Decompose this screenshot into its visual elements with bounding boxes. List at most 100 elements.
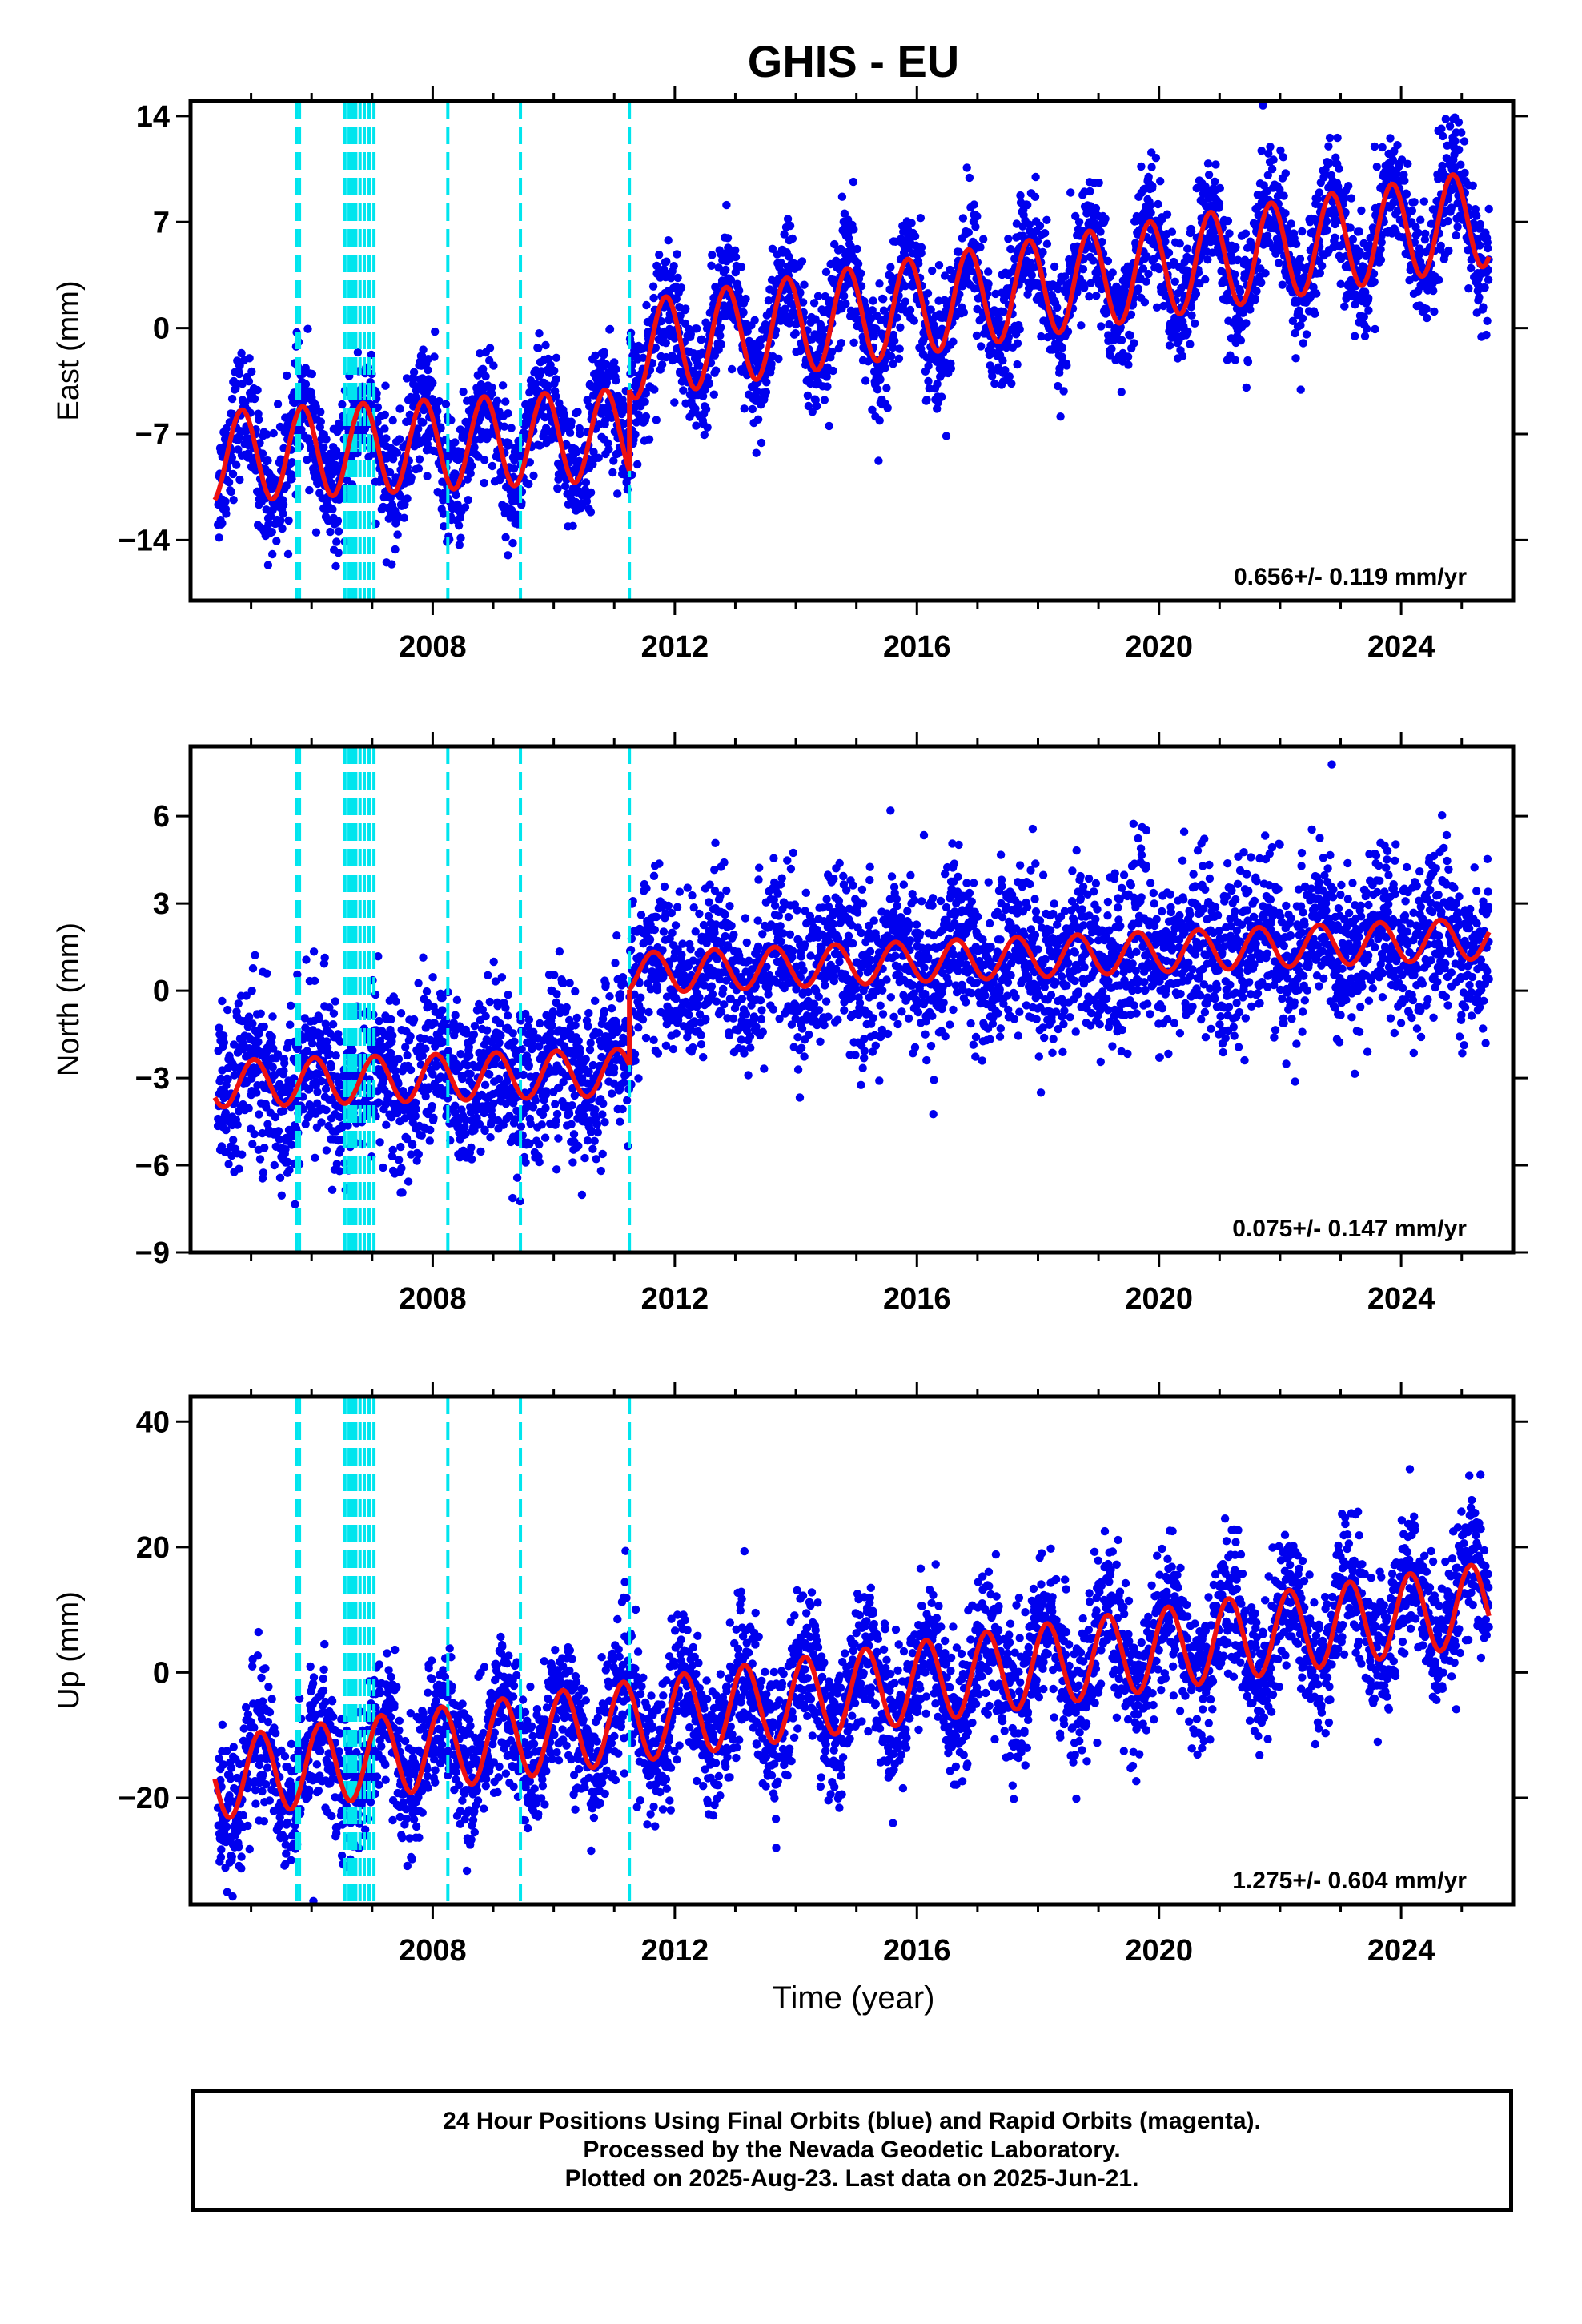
east-point (1436, 241, 1445, 251)
east-point (723, 234, 733, 243)
east-point (228, 469, 238, 479)
north-point (395, 1156, 404, 1164)
east-point (263, 561, 273, 569)
east-point (1186, 227, 1196, 236)
north-point (287, 1140, 296, 1149)
east-point (1054, 381, 1062, 391)
east-point (301, 380, 311, 388)
east-point (591, 351, 600, 360)
east-point (1124, 360, 1133, 369)
east-point (272, 537, 281, 545)
east-point (501, 533, 510, 542)
east-point (648, 282, 658, 291)
east-point (1080, 283, 1089, 292)
east-point (642, 300, 651, 310)
east-point (976, 243, 985, 251)
east-point (552, 353, 561, 362)
east-point (544, 354, 552, 364)
east-point (393, 530, 402, 539)
east-point (959, 308, 969, 317)
east-point (811, 315, 820, 324)
east-point (588, 460, 597, 468)
east-point (731, 252, 741, 262)
east-point (1311, 309, 1319, 318)
east-point (837, 339, 846, 348)
east-point (708, 251, 717, 259)
east-point (393, 511, 402, 520)
east-point (1147, 148, 1156, 157)
east-point (1243, 357, 1253, 367)
east-point (1037, 332, 1046, 341)
east-point (1106, 351, 1114, 360)
east-point (734, 286, 744, 296)
east-point (669, 262, 678, 271)
east-point (651, 344, 661, 352)
east-point (1322, 217, 1331, 226)
north-point (274, 1127, 283, 1136)
east-point (531, 380, 540, 388)
east-point (488, 461, 497, 471)
east-point (1315, 188, 1324, 197)
east-point (431, 327, 440, 336)
north-point (419, 953, 428, 962)
east-point (1456, 160, 1465, 169)
east-point (1324, 142, 1333, 151)
east-point (1278, 280, 1287, 289)
east-point (664, 236, 673, 245)
east-point (381, 381, 390, 390)
east-point (279, 509, 287, 518)
east-point (1148, 182, 1157, 191)
east-point (657, 360, 667, 369)
north-point (229, 1136, 238, 1144)
east-point (468, 461, 476, 470)
east-points (213, 101, 1493, 571)
east-point (701, 404, 711, 414)
north-point (322, 1146, 331, 1155)
north-point (320, 953, 329, 963)
east-point (268, 549, 277, 559)
east-point (1183, 328, 1192, 336)
east-point (1005, 372, 1014, 381)
east-point (1296, 320, 1305, 330)
east-point (1407, 207, 1417, 215)
east-point (328, 505, 337, 514)
east-point (692, 421, 701, 430)
east-point (409, 368, 419, 376)
east-point (1086, 187, 1094, 196)
east-point (691, 404, 700, 413)
east-point (451, 471, 460, 480)
east-point (1393, 141, 1402, 150)
east-point (1315, 268, 1325, 278)
east-point (235, 369, 244, 379)
east-point (697, 335, 706, 344)
east-point (874, 456, 883, 465)
east-point (716, 331, 725, 340)
north-point (248, 1140, 257, 1148)
east-point (455, 541, 464, 549)
east-point (508, 497, 517, 506)
east-point (721, 265, 730, 275)
east-point (1287, 219, 1295, 228)
east-point (841, 300, 850, 308)
east-point (940, 271, 950, 280)
east-point (917, 243, 926, 252)
east-point (1170, 277, 1179, 286)
east-point (283, 371, 291, 380)
east-point (1094, 179, 1103, 187)
east-point (452, 490, 460, 500)
east-point (853, 244, 861, 254)
east-point (914, 259, 923, 268)
east-point (382, 434, 391, 443)
north-point (260, 1144, 269, 1152)
east-point (679, 386, 688, 395)
east-point (541, 340, 550, 350)
east-point (937, 392, 946, 401)
east-point (1215, 199, 1224, 208)
east-point (1001, 366, 1010, 375)
north-point (425, 1136, 434, 1145)
east-point (412, 431, 421, 440)
north-point (409, 1015, 419, 1024)
east-ytick-label: −7 (135, 418, 170, 452)
east-point (828, 348, 837, 356)
east-point (435, 396, 444, 406)
